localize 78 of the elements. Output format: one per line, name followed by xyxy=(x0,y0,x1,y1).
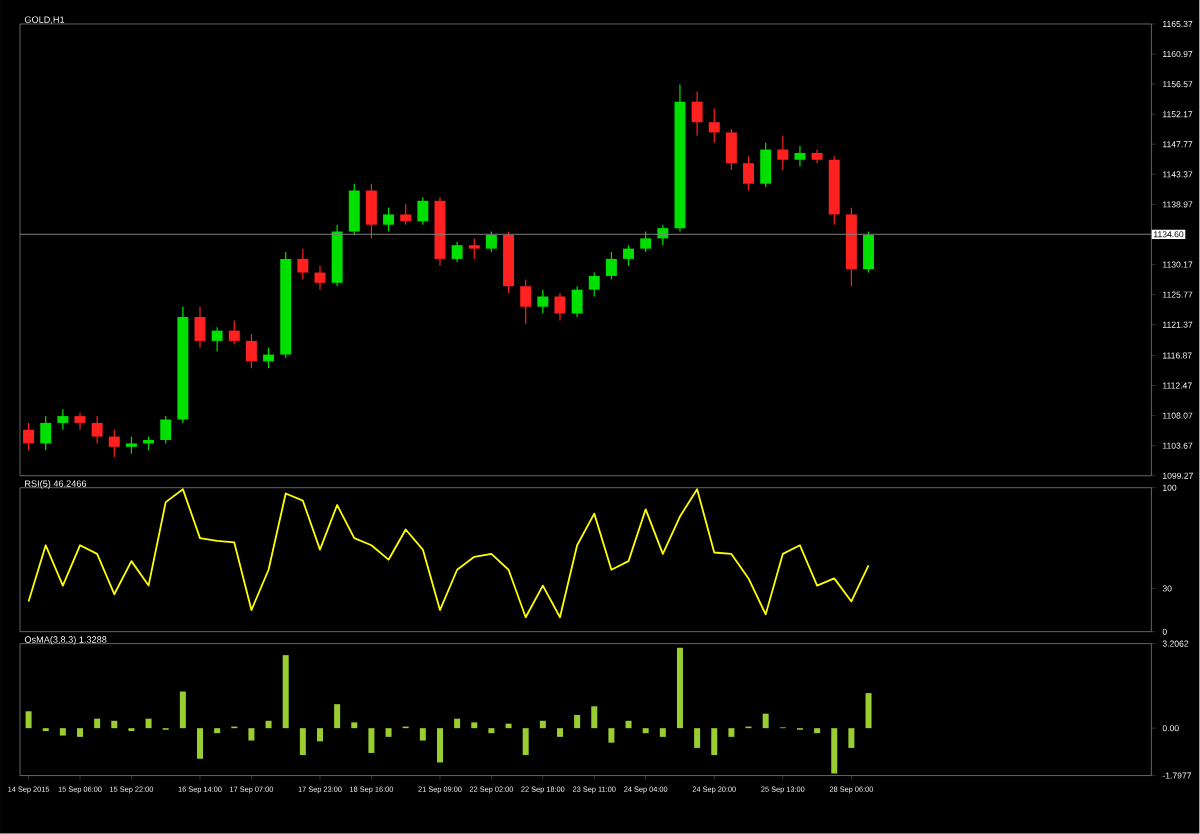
candlestick xyxy=(160,415,172,445)
candlestick xyxy=(485,231,497,253)
bar xyxy=(179,691,186,729)
candlestick xyxy=(743,155,755,192)
candlestick xyxy=(588,272,600,298)
bar xyxy=(368,728,375,754)
bar xyxy=(248,728,255,741)
bar xyxy=(865,693,872,729)
bar xyxy=(659,728,666,738)
candlestick xyxy=(365,183,377,240)
bar xyxy=(608,728,615,743)
bar xyxy=(574,715,581,729)
bar xyxy=(316,728,323,742)
candlestick xyxy=(417,196,429,226)
bar xyxy=(848,728,855,749)
candlestick xyxy=(520,279,532,325)
bar xyxy=(351,722,358,729)
candlestick xyxy=(640,231,652,253)
bar xyxy=(145,718,152,729)
bar xyxy=(831,728,838,774)
bar xyxy=(419,728,426,741)
bar xyxy=(711,728,718,756)
candlestick xyxy=(623,244,635,267)
candlestick xyxy=(228,320,240,346)
candlestick xyxy=(108,429,120,458)
bar xyxy=(334,704,341,729)
bar xyxy=(214,728,221,734)
candlestick xyxy=(400,203,412,226)
bar xyxy=(77,728,83,738)
candlestick xyxy=(211,326,223,352)
candlestick xyxy=(245,333,257,370)
bar xyxy=(676,647,683,729)
candlestick xyxy=(725,128,737,171)
candlestick xyxy=(794,145,806,168)
candlestick xyxy=(23,422,35,452)
candlestick xyxy=(468,238,480,260)
bar xyxy=(539,721,546,729)
candlestick xyxy=(297,248,309,281)
bar xyxy=(454,718,461,729)
candlestick xyxy=(571,285,583,318)
candlestick xyxy=(863,231,875,274)
bar xyxy=(625,721,632,729)
bar xyxy=(522,728,529,756)
candlestick xyxy=(451,241,463,264)
candlestick xyxy=(760,142,772,188)
bar xyxy=(25,711,32,729)
candlestick xyxy=(194,306,206,349)
candlestick xyxy=(537,289,549,315)
candlestick xyxy=(40,415,52,452)
bar xyxy=(728,728,735,738)
bar xyxy=(591,706,598,729)
bar xyxy=(694,728,701,749)
bar xyxy=(197,728,203,759)
bar xyxy=(299,728,306,756)
bar xyxy=(762,713,769,729)
bar xyxy=(471,722,478,729)
bar xyxy=(265,721,272,729)
bar xyxy=(282,655,289,729)
candlestick xyxy=(383,207,395,233)
candlestick xyxy=(777,135,789,171)
candlestick xyxy=(554,292,566,322)
bar xyxy=(94,718,101,729)
bar xyxy=(556,728,563,738)
bar xyxy=(111,721,118,729)
candlestick xyxy=(691,91,703,137)
candlestick xyxy=(91,415,103,445)
candlestick xyxy=(708,108,720,144)
candlestick xyxy=(74,412,86,431)
candlestick xyxy=(348,183,360,236)
candlestick xyxy=(605,251,617,281)
bar xyxy=(642,728,649,734)
line-series xyxy=(27,488,870,619)
bar xyxy=(814,728,821,734)
bar xyxy=(436,728,443,763)
bar xyxy=(59,728,66,736)
candlestick xyxy=(57,408,69,431)
bar xyxy=(488,728,495,734)
bar xyxy=(385,728,392,738)
